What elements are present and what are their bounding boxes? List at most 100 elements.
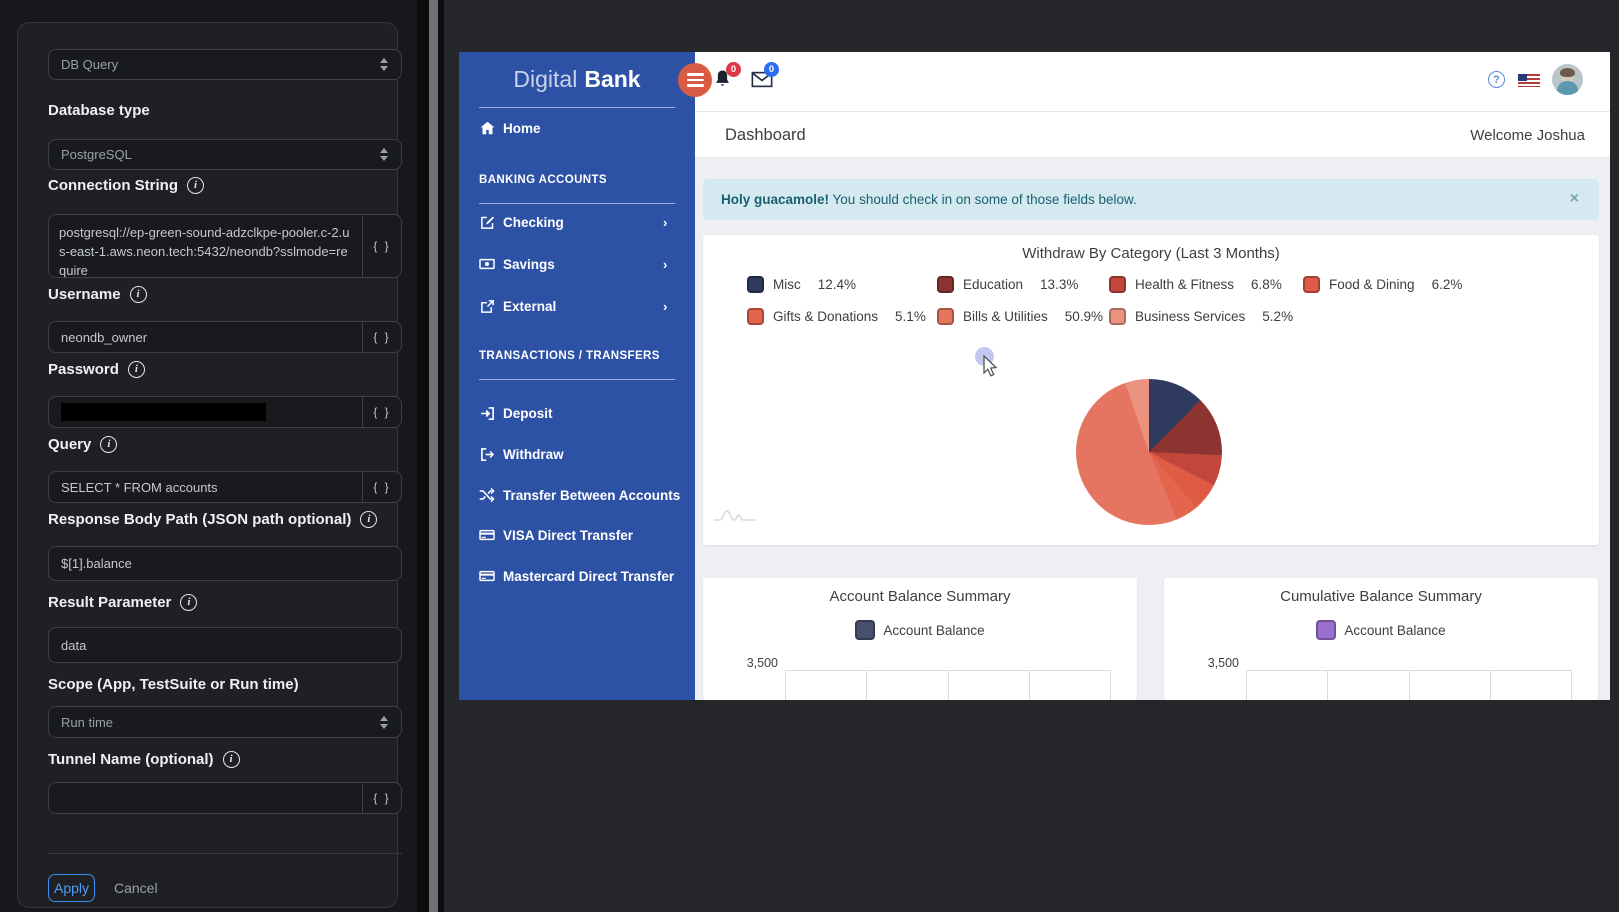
sidebar-divider (479, 379, 675, 380)
sidebar-item-visa-direct-transfer[interactable]: VISA Direct Transfer (459, 524, 695, 546)
external-link-icon (479, 298, 495, 314)
legend-item[interactable]: Misc 12.4% (747, 276, 856, 293)
chart-grid (1246, 670, 1572, 700)
info-icon[interactable]: i (180, 593, 198, 611)
step-type-select[interactable]: DB Query (48, 49, 402, 80)
chevron-right-icon: › (663, 298, 668, 314)
sidebar-item-home[interactable]: Home (459, 117, 695, 139)
info-icon[interactable]: i (222, 750, 240, 768)
sidebar-item-mastercard-direct-transfer[interactable]: Mastercard Direct Transfer (459, 565, 695, 587)
insert-variable-button[interactable]: { } (362, 397, 401, 427)
splitter-handle[interactable] (429, 0, 438, 912)
footer-divider (48, 853, 402, 854)
page-bar: Dashboard Welcome Joshua (695, 112, 1610, 158)
legend-swatch (1109, 276, 1126, 293)
withdraw-by-category-card: Withdraw By Category (Last 3 Months) Mis… (703, 235, 1599, 545)
alert-bold-text: Holy guacamole! (721, 192, 830, 207)
sidebar-item-external[interactable]: External › (459, 295, 695, 317)
legend-swatch (1109, 308, 1126, 325)
legend-value: 6.8% (1251, 277, 1282, 292)
brand-logo[interactable]: Digital Bank (459, 52, 695, 107)
info-icon[interactable]: i (360, 510, 378, 528)
cumulative-balance-summary-card: Cumulative Balance Summary Account Balan… (1164, 578, 1598, 700)
result-parameter-field[interactable]: data (48, 627, 402, 663)
sidebar-item-deposit[interactable]: Deposit (459, 402, 695, 424)
sidebar-item-label: Home (503, 120, 541, 136)
pie-chart-title: Withdraw By Category (Last 3 Months) (1022, 245, 1280, 262)
query-label: Query i (48, 435, 118, 453)
sidebar-item-label: VISA Direct Transfer (503, 527, 634, 543)
database-type-select[interactable]: PostgreSQL (48, 139, 402, 170)
legend-swatch (855, 620, 876, 640)
credit-card-icon (479, 527, 495, 543)
brand-first: Digital (513, 66, 578, 92)
legend-item[interactable]: Business Services 5.2% (1109, 308, 1293, 325)
insert-variable-button[interactable]: { } (362, 215, 401, 277)
dashboard-content: Holy guacamole! You should check in on s… (695, 158, 1610, 700)
brand-second: Bank (584, 66, 641, 92)
password-field[interactable]: { } (48, 396, 402, 428)
sidebar-item-label: External (503, 298, 557, 314)
legend-item[interactable]: Account Balance (855, 620, 985, 640)
tunnel-name-field[interactable]: { } (48, 782, 402, 814)
sign-out-icon (479, 446, 495, 462)
help-icon[interactable]: ? (1488, 71, 1505, 88)
info-icon[interactable]: i (129, 285, 147, 303)
info-icon[interactable]: i (127, 360, 145, 378)
legend-value: 12.4% (817, 277, 857, 292)
panel-splitter[interactable] (417, 0, 444, 912)
connection-string-field[interactable]: postgresql://ep-green-sound-adzclkpe-poo… (48, 214, 402, 278)
home-icon (479, 120, 495, 136)
scope-value: Run time (61, 714, 114, 730)
chevron-right-icon: › (663, 256, 668, 272)
legend-item[interactable]: Food & Dining 6.2% (1303, 276, 1462, 293)
sidebar-toggle-button[interactable] (678, 63, 712, 97)
response-body-path-label: Response Body Path (JSON path optional) … (48, 510, 378, 528)
sidebar-item-checking[interactable]: Checking › (459, 211, 695, 233)
withdraw-pie[interactable] (1076, 379, 1222, 525)
legend-item[interactable]: Gifts & Donations 5.1% (747, 308, 926, 325)
messages-button[interactable]: 0 (751, 62, 785, 98)
query-field[interactable]: SELECT * FROM accounts { } (48, 471, 402, 503)
legend-item[interactable]: Account Balance (1316, 620, 1446, 640)
info-icon[interactable]: i (187, 176, 204, 194)
legend-label: Health & Fitness (1135, 277, 1235, 292)
insert-variable-button[interactable]: { } (362, 783, 401, 813)
messages-badge: 0 (764, 62, 779, 77)
legend-item[interactable]: Health & Fitness 6.8% (1109, 276, 1282, 293)
info-icon[interactable]: i (100, 435, 118, 453)
language-flag-icon[interactable] (1518, 74, 1540, 87)
connection-string-label: Connection String i (48, 176, 204, 194)
test-editor-panel: DB Query Database type PostgreSQL Connec… (0, 0, 417, 912)
legend-label: Food & Dining (1329, 277, 1415, 292)
shuffle-icon (479, 487, 495, 503)
apply-button[interactable]: Apply (48, 874, 95, 902)
bar-chart-title: Cumulative Balance Summary (1280, 588, 1482, 605)
select-chevrons-icon (379, 148, 389, 161)
alert-close-icon[interactable]: × (1569, 190, 1579, 207)
insert-variable-button[interactable]: { } (362, 472, 401, 502)
legend-item[interactable]: Education 13.3% (937, 276, 1078, 293)
legend-value: 13.3% (1040, 277, 1079, 292)
sidebar-item-transfer-between-accounts[interactable]: Transfer Between Accounts (459, 484, 695, 506)
sidebar: Digital Bank Home BANKING ACCOUNTS (459, 52, 695, 700)
username-field[interactable]: neondb_owner { } (48, 321, 402, 353)
username-label: Username i (48, 285, 147, 303)
alert-banner: Holy guacamole! You should check in on s… (703, 179, 1599, 220)
select-chevrons-icon (379, 58, 389, 71)
sidebar-item-withdraw[interactable]: Withdraw (459, 443, 695, 465)
response-body-path-field[interactable]: $[1].balance (48, 546, 402, 581)
notifications-button[interactable]: 0 (713, 62, 747, 98)
sidebar-item-savings[interactable]: Savings › (459, 253, 695, 275)
sidebar-divider (479, 107, 675, 108)
password-label: Password i (48, 360, 145, 378)
database-type-value: PostgreSQL (61, 147, 132, 162)
cancel-button[interactable]: Cancel (114, 880, 158, 896)
welcome-text: Welcome Joshua (1470, 127, 1585, 144)
insert-variable-button[interactable]: { } (362, 322, 401, 352)
avatar[interactable] (1552, 64, 1583, 95)
legend-value: 50.9% (1064, 309, 1104, 324)
legend-item[interactable]: Bills & Utilities 50.9% (937, 308, 1103, 325)
scope-select[interactable]: Run time (48, 706, 402, 738)
